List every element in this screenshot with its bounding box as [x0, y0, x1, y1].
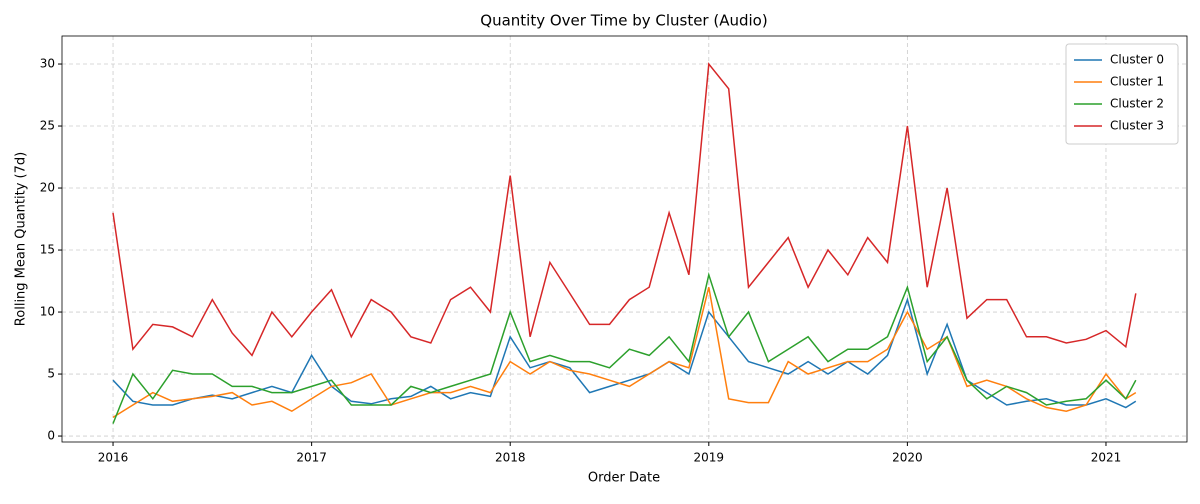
chart-title: Quantity Over Time by Cluster (Audio): [480, 12, 767, 30]
y-axis-label: Rolling Mean Quantity (7d): [14, 152, 29, 326]
y-tick-label: 15: [40, 243, 55, 257]
y-tick-label: 20: [40, 181, 55, 195]
y-tick-label: 25: [40, 119, 55, 133]
y-tick-label: 0: [47, 429, 55, 443]
x-tick-label: 2018: [495, 451, 526, 465]
x-tick-label: 2016: [98, 451, 129, 465]
legend-box: [1065, 43, 1179, 145]
x-axis-label: Order Date: [588, 471, 660, 486]
plot-frame: [61, 35, 1188, 443]
data-line: [112, 62, 1137, 357]
data-line: [112, 271, 1137, 424]
legend-label: Cluster 2: [1110, 97, 1164, 111]
legend-label: Cluster 0: [1110, 53, 1164, 67]
y-tick-label: 5: [47, 367, 55, 381]
x-tick-label: 2020: [892, 451, 923, 465]
legend-label: Cluster 1: [1110, 75, 1164, 89]
x-tick-label: 2017: [296, 451, 327, 465]
data-line: [112, 287, 1137, 419]
x-tick-label: 2019: [694, 451, 725, 465]
legend: Cluster 0 Cluster 1 Cluster 2 Cluster 3: [1065, 43, 1179, 145]
legend-label: Cluster 3: [1110, 119, 1164, 133]
y-tick-label: 10: [40, 305, 55, 319]
x-tick-label: 2021: [1091, 451, 1122, 465]
y-tick-label: 30: [40, 57, 55, 71]
